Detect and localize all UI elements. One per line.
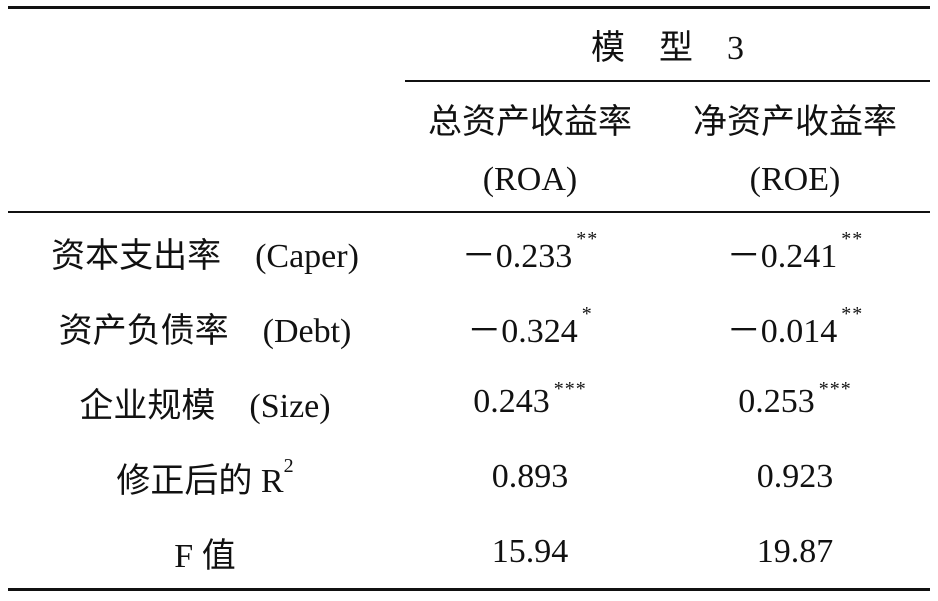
bottom-rule	[8, 588, 930, 591]
row-label: F 值	[20, 522, 390, 582]
significance: ***	[553, 378, 587, 400]
column-abbr: (ROE)	[749, 161, 841, 198]
row-label-text: 修正后的 R	[116, 462, 284, 500]
value: －0.241	[726, 237, 838, 275]
row-label-text: 资产负债率 (Debt)	[58, 312, 352, 350]
value-cell: －0.241 **	[660, 222, 930, 282]
value: 0.893	[491, 458, 569, 495]
value: －0.324	[467, 312, 578, 350]
value: 19.87	[756, 533, 834, 570]
value: －0.233	[461, 237, 573, 275]
column-name: 总资产收益率	[428, 103, 632, 141]
row-label: 资本支出率 (Caper)	[20, 222, 390, 282]
value-cell: 0.253 ***	[660, 372, 930, 432]
row-label-text: 资本支出率 (Caper)	[51, 237, 359, 275]
column-abbr: (ROA)	[482, 161, 578, 198]
significance: **	[841, 303, 864, 325]
value-cell: －0.233 **	[395, 222, 665, 282]
significance: **	[841, 228, 864, 250]
value-cell: 0.923	[660, 447, 930, 507]
row-label-sup: 2	[283, 455, 294, 477]
value: －0.014	[726, 312, 838, 350]
column-name: 净资产收益率	[693, 103, 897, 141]
value-cell: 0.893	[395, 447, 665, 507]
row-label: 企业规模 (Size)	[20, 372, 390, 432]
value-cell: 19.87	[660, 522, 930, 582]
model-header: 模 型 3	[591, 29, 744, 67]
row-label: 资产负债率 (Debt)	[20, 297, 390, 357]
significance: **	[576, 228, 599, 250]
header-rule	[8, 211, 930, 213]
value-cell: －0.324 *	[395, 297, 665, 357]
value-cell: －0.014 **	[660, 297, 930, 357]
model-rule	[405, 80, 930, 82]
value: 0.923	[756, 458, 834, 495]
value: 15.94	[491, 533, 569, 570]
significance: *	[581, 303, 593, 325]
value: 0.243	[473, 383, 550, 420]
value: 0.253	[738, 383, 815, 420]
significance: ***	[818, 378, 852, 400]
top-rule	[8, 6, 930, 9]
row-label-text: F 值	[174, 537, 236, 575]
row-label-text: 企业规模 (Size)	[79, 387, 331, 425]
value-cell: 15.94	[395, 522, 665, 582]
value-cell: 0.243 ***	[395, 372, 665, 432]
